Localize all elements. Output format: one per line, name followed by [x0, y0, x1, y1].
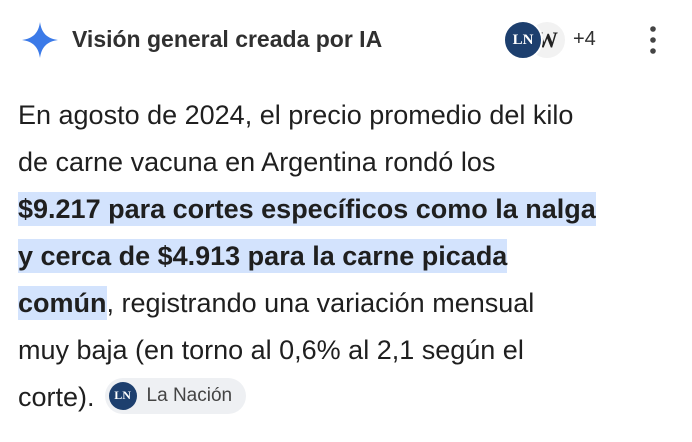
text-segment: , registrando una variación mensual	[106, 288, 535, 318]
text-line: $9.217 para cortes específicos como la n…	[18, 186, 692, 233]
text-line: de carne vacuna en Argentina rondó los	[18, 139, 692, 186]
overview-text: En agosto de 2024, el precio promedio de…	[18, 92, 692, 421]
citation-label: La Nación	[146, 384, 233, 406]
citation-chip[interactable]: LN La Nación	[104, 377, 247, 414]
highlighted-text: y cerca de $4.913 para la carne picada	[18, 239, 508, 273]
text-line: corte). LN La Nación	[18, 374, 692, 421]
text-line: muy baja (en torno al 0,6% al 2,1 según …	[18, 327, 692, 374]
sparkle-icon	[22, 22, 58, 58]
text-segment: muy baja (en torno al 0,6% al 2,1 según …	[18, 335, 524, 365]
menu-button[interactable]	[646, 24, 660, 56]
text-segment: de carne vacuna en Argentina rondó los	[18, 147, 496, 177]
highlighted-text: común	[18, 286, 107, 320]
ai-overview-header: Visión general creada por IA LN W +4	[0, 0, 692, 80]
text-line: y cerca de $4.913 para la carne picada	[18, 233, 692, 280]
text-line: común, registrando una variación mensual	[18, 280, 692, 327]
more-sources[interactable]: +4	[573, 28, 596, 50]
text-segment: corte).	[18, 382, 95, 412]
highlighted-text: $9.217 para cortes específicos como la n…	[18, 192, 596, 226]
source-icon: LN	[503, 20, 543, 60]
citation-icon: LN	[108, 381, 137, 410]
text-line: En agosto de 2024, el precio promedio de…	[18, 92, 692, 139]
text-segment: En agosto de 2024, el precio promedio de…	[18, 100, 574, 130]
header-title: Visión general creada por IA	[72, 26, 383, 52]
